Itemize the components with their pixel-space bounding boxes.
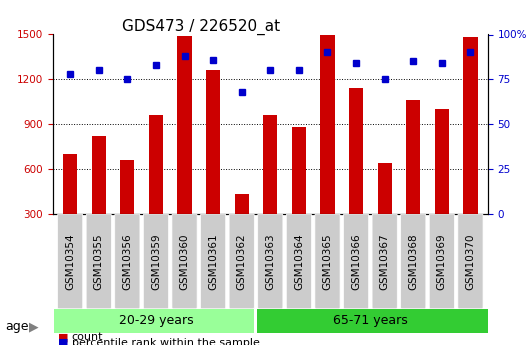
Bar [320, 34, 334, 214]
Text: GSM10364: GSM10364 [294, 233, 304, 290]
FancyBboxPatch shape [257, 309, 489, 333]
FancyBboxPatch shape [372, 214, 398, 309]
Text: GSM10366: GSM10366 [351, 233, 361, 290]
Bar [463, 38, 478, 214]
Text: count: count [72, 333, 103, 342]
Text: GSM10361: GSM10361 [208, 233, 218, 290]
Text: GSM10367: GSM10367 [379, 233, 390, 290]
Text: GSM10360: GSM10360 [180, 233, 190, 289]
Text: GSM10370: GSM10370 [465, 233, 475, 289]
Text: ■: ■ [58, 333, 69, 342]
Bar [149, 115, 163, 214]
FancyBboxPatch shape [86, 214, 111, 309]
FancyBboxPatch shape [429, 214, 454, 309]
Bar [206, 70, 220, 214]
Text: GSM10368: GSM10368 [408, 233, 418, 290]
Text: 20-29 years: 20-29 years [119, 314, 193, 327]
Bar [263, 115, 277, 214]
Text: age: age [5, 319, 29, 333]
Bar [406, 100, 420, 214]
FancyBboxPatch shape [200, 214, 226, 309]
Bar [349, 88, 363, 214]
Bar [377, 163, 392, 214]
FancyBboxPatch shape [172, 214, 197, 309]
FancyBboxPatch shape [143, 214, 169, 309]
FancyBboxPatch shape [343, 214, 369, 309]
FancyBboxPatch shape [458, 214, 483, 309]
Text: GSM10359: GSM10359 [151, 233, 161, 290]
Text: GSM10369: GSM10369 [437, 233, 447, 290]
Bar [63, 154, 77, 214]
Text: GSM10365: GSM10365 [322, 233, 332, 290]
FancyBboxPatch shape [229, 214, 254, 309]
Text: GDS473 / 226520_at: GDS473 / 226520_at [122, 19, 280, 35]
Bar [92, 136, 106, 214]
Bar [292, 127, 306, 214]
Bar [235, 195, 249, 214]
Text: 65-71 years: 65-71 years [333, 314, 408, 327]
Bar [435, 109, 449, 214]
FancyBboxPatch shape [258, 214, 283, 309]
Text: GSM10362: GSM10362 [237, 233, 246, 290]
FancyBboxPatch shape [286, 214, 312, 309]
FancyBboxPatch shape [58, 214, 83, 309]
Text: GSM10354: GSM10354 [65, 233, 75, 290]
FancyBboxPatch shape [401, 214, 426, 309]
Text: GSM10355: GSM10355 [94, 233, 104, 290]
FancyBboxPatch shape [115, 214, 140, 309]
Text: percentile rank within the sample: percentile rank within the sample [72, 338, 259, 345]
Text: ▶: ▶ [29, 320, 39, 333]
FancyBboxPatch shape [315, 214, 340, 309]
Text: ■: ■ [58, 338, 69, 345]
Bar [120, 160, 135, 214]
Text: GSM10363: GSM10363 [266, 233, 275, 290]
Bar [178, 36, 192, 214]
FancyBboxPatch shape [55, 309, 254, 333]
Text: GSM10356: GSM10356 [122, 233, 132, 290]
